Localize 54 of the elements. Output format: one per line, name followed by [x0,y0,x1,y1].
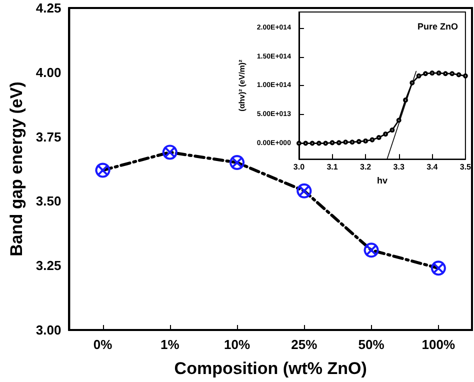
point [403,98,408,103]
x-tick-label: 50% [358,337,385,352]
point [436,70,442,76]
point [422,71,428,76]
x-axis-title: Composition (wt% ZnO) [174,359,367,378]
point [370,137,375,142]
x-tick-label: 3.1 [326,162,338,172]
y-axis-title: Band gap energy (eV) [7,82,26,256]
x-tick-label: 3.5 [460,162,472,172]
x-tick-label: 0% [93,337,113,352]
y-tick-label: 3.00 [36,322,62,338]
point [430,70,435,76]
x-tick-label: 100% [422,337,456,352]
y-tick-label: 3.50 [36,194,62,209]
x-tick-label: 3.3 [393,162,405,172]
point [364,242,379,258]
point [456,72,462,78]
x-tick-label: 3.0 [293,162,306,172]
y-tick-label: 4.25 [36,0,62,16]
point [296,140,302,146]
point [450,71,455,76]
point [410,80,415,86]
x-tick-label: 10% [224,337,250,352]
x-tick-label: 3.4 [426,162,438,172]
point [416,73,422,78]
point [316,140,322,146]
y-tick-label: 3.75 [36,129,62,144]
x-tick-label: 25% [291,337,318,352]
annotation: Pure ZnO [417,22,458,32]
point [303,140,308,146]
point [296,183,312,198]
point [330,140,335,146]
point [323,140,328,146]
point [363,138,368,144]
x-tick-label: 1% [160,337,180,352]
y-tick-label: 3.25 [36,258,62,274]
point [350,140,355,145]
point [310,140,315,146]
point [343,140,348,145]
point [390,128,395,133]
x-axis-title: hv [376,176,388,186]
point [442,71,448,76]
point [383,132,388,137]
x-tick-label: 3.2 [360,162,372,172]
point [230,155,245,170]
y-axis-title: (αhv)² (eV/m)² [238,59,246,112]
point [396,118,402,123]
point [356,139,362,144]
point [336,140,342,146]
point [162,144,178,160]
y-tick-label: 4.00 [36,64,62,80]
point [430,260,446,276]
point [376,135,382,140]
point [462,73,468,78]
